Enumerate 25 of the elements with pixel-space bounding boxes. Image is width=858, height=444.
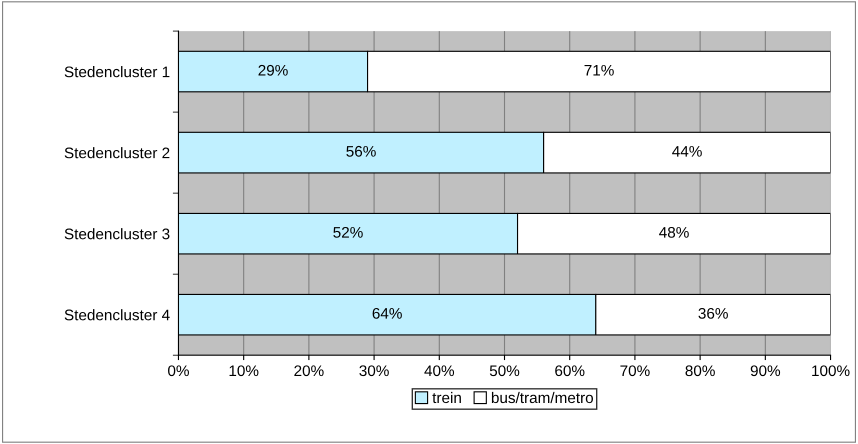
- x-tick-label: 40%: [424, 365, 454, 376]
- x-tick-label: 20%: [294, 365, 324, 376]
- x-tick-label: 10%: [230, 365, 258, 376]
- x-tick-label: 30%: [359, 365, 389, 376]
- x-tick-label: 70%: [620, 365, 650, 376]
- x-tick-label: 100%: [812, 365, 850, 376]
- x-tick-label: 80%: [686, 365, 715, 376]
- data-label: 44%: [672, 146, 702, 157]
- legend-label: trein: [432, 392, 461, 404]
- y-tick-label: Stedencluster 4: [64, 309, 170, 320]
- data-label: 64%: [372, 308, 402, 319]
- x-tick-label: 60%: [555, 365, 584, 376]
- data-label: 56%: [346, 146, 376, 157]
- data-label: 48%: [659, 226, 689, 238]
- data-label: 71%: [584, 64, 614, 76]
- x-tick-label: 50%: [490, 365, 520, 376]
- y-tick-label: Stedencluster 3: [64, 228, 170, 240]
- x-tick-label: 0%: [168, 365, 189, 376]
- y-tick-label: Stedencluster 2: [64, 147, 170, 158]
- x-tick-label: 90%: [750, 365, 780, 376]
- data-label: 29%: [258, 64, 288, 76]
- data-label: 52%: [333, 226, 363, 238]
- legend-label: bus/tram/metro: [492, 392, 594, 404]
- y-tick-label: Stedencluster 1: [64, 66, 170, 78]
- data-label: 36%: [698, 308, 728, 319]
